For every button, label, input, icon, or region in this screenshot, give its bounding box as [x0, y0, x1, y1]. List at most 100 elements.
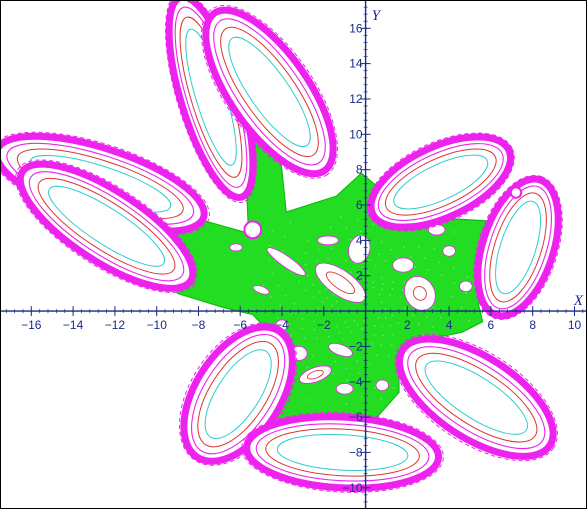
island-2-outer-layer [16, 160, 197, 292]
chaotic-speck [342, 338, 345, 340]
chaotic-speck [289, 221, 292, 224]
island-5-cyan-orbit [393, 154, 489, 210]
chaotic-speck [374, 386, 377, 389]
chaotic-speck [453, 282, 456, 284]
chaotic-speck [345, 227, 348, 230]
chaotic-speck [387, 354, 390, 357]
island-2-outer-dashes [15, 159, 198, 293]
chaotic-speck [381, 325, 384, 328]
island-7-outer-dashes [394, 334, 558, 462]
chaotic-speck [384, 316, 387, 319]
island-6-cyan-orbit [495, 200, 542, 295]
y-tick-label: 12 [349, 92, 363, 106]
inner-island-2 [317, 235, 339, 246]
chaotic-speck [402, 289, 404, 291]
chaotic-speck [340, 216, 342, 218]
island-4-cyan-orbit [228, 36, 311, 148]
chaotic-speck [400, 397, 403, 400]
chaotic-speck [262, 284, 265, 287]
chaotic-speck [270, 295, 273, 298]
chaotic-speck [380, 241, 383, 244]
x-tick-label: 2 [404, 318, 411, 332]
chaotic-speck [440, 274, 443, 277]
chaotic-speck [331, 304, 334, 307]
y-axis-label: Y [372, 8, 382, 24]
chaotic-speck [391, 287, 394, 290]
chaotic-speck [338, 331, 340, 334]
chaotic-speck [301, 317, 304, 320]
chaotic-speck [382, 334, 384, 337]
x-tick-label: −6 [233, 318, 247, 332]
chaotic-speck [315, 259, 318, 262]
island-9-cyan-orbit [276, 433, 409, 471]
chaotic-speck [370, 343, 373, 345]
island-4-outer-layer [202, 6, 337, 178]
chaotic-speck [344, 321, 347, 323]
chaotic-speck [324, 321, 326, 323]
chaotic-speck [317, 307, 320, 310]
chaotic-speck [268, 244, 271, 247]
chaotic-speck [271, 272, 274, 275]
chaotic-speck [425, 315, 428, 318]
chaotic-speck [468, 319, 470, 322]
chaotic-speck [361, 266, 363, 269]
inner-island-14 [252, 285, 270, 295]
chaotic-speck [316, 337, 318, 340]
chaotic-speck [390, 344, 393, 346]
chaotic-speck [326, 297, 329, 299]
chaotic-speck [281, 249, 284, 252]
chaotic-speck [372, 286, 375, 289]
x-tick-label: −8 [192, 318, 206, 332]
chaotic-speck [284, 294, 287, 297]
chaotic-speck [432, 306, 435, 309]
inner-island-13 [335, 383, 354, 395]
chaotic-speck [335, 300, 338, 303]
y-tick-label: −2 [349, 339, 363, 353]
y-tick-label: 4 [356, 233, 363, 247]
chaotic-speck [345, 367, 348, 370]
chaotic-speck [381, 282, 384, 285]
chaotic-speck [308, 399, 311, 401]
chaotic-speck [356, 360, 359, 362]
chaotic-speck [378, 317, 380, 320]
island-2-cyan-orbit [48, 185, 166, 267]
island-7-magenta-curve [407, 346, 546, 450]
chaotic-speck [318, 291, 321, 294]
chaotic-speck [332, 294, 335, 296]
chaotic-speck [392, 387, 395, 390]
chaotic-speck [431, 326, 434, 328]
island-9-outer-dashes [241, 412, 444, 493]
chaotic-speck [312, 283, 314, 286]
chaotic-speck [279, 305, 282, 308]
y-tick-label: 8 [356, 163, 363, 177]
chaotic-speck [424, 257, 426, 260]
chaotic-speck [368, 259, 371, 261]
chaotic-speck [284, 236, 286, 238]
chaotic-speck [372, 281, 374, 284]
island-6-outer-dashes [473, 174, 563, 320]
chaotic-speck [440, 316, 442, 319]
island-4-magenta-curve [213, 18, 326, 166]
chaotic-speck [335, 325, 338, 328]
chaotic-speck [384, 308, 387, 310]
chaotic-speck [312, 355, 314, 358]
chaotic-speck [346, 379, 349, 382]
chaotic-speck [403, 281, 406, 284]
inner-island-15 [348, 234, 371, 264]
inner-island-3 [315, 262, 366, 303]
x-tick-label: 4 [446, 318, 453, 332]
chaotic-speck [399, 296, 402, 298]
chaotic-speck [330, 247, 333, 250]
island-7-red-orbit [415, 352, 538, 443]
inner-island-5 [404, 276, 436, 311]
chaotic-speck [372, 223, 375, 226]
island-2-red-orbit [37, 177, 176, 275]
x-tick-label: 6 [488, 318, 495, 332]
x-axis-label: X [573, 293, 584, 309]
chaotic-speck [414, 266, 417, 269]
inner-island-9 [328, 342, 353, 357]
chaotic-speck [346, 326, 349, 329]
chaotic-speck [361, 328, 363, 331]
y-tick-label: 10 [349, 127, 363, 141]
